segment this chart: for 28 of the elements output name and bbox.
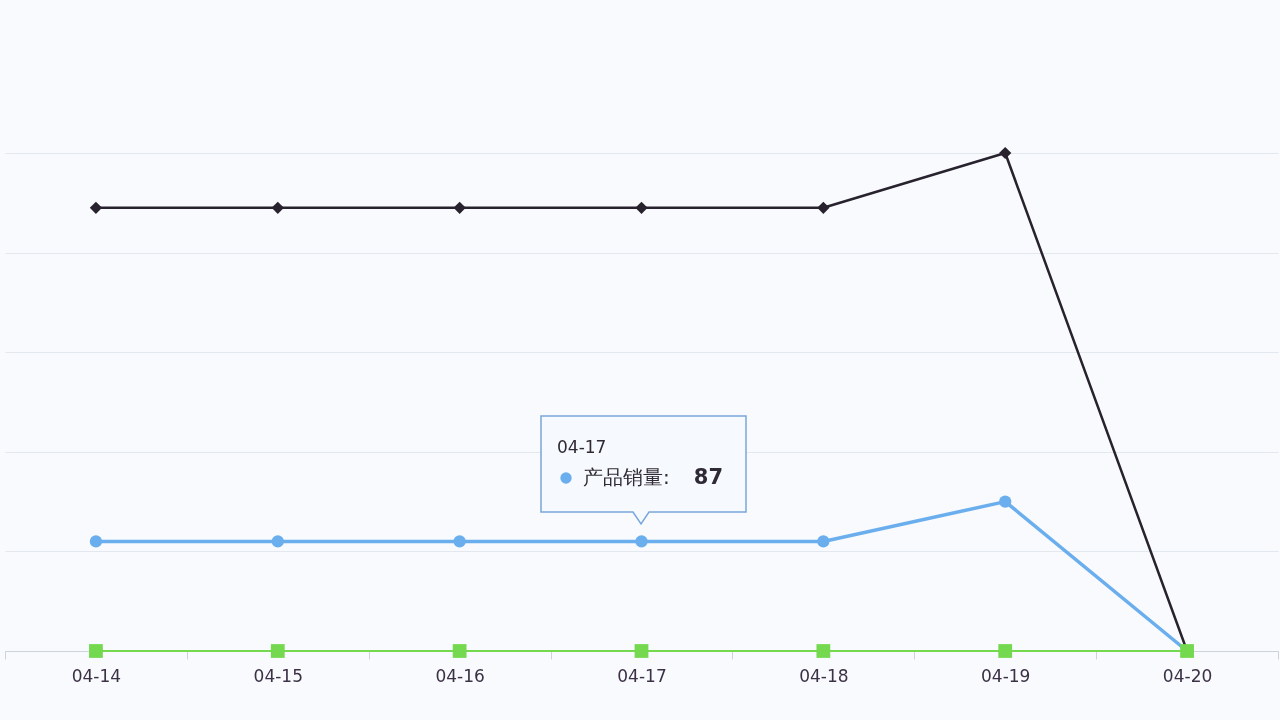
x-tick-label: 04-18	[799, 665, 849, 686]
point	[270, 644, 285, 658]
point	[271, 535, 284, 548]
point	[816, 644, 831, 658]
x-tick-label: 04-15	[253, 665, 303, 686]
point	[89, 644, 103, 658]
legend-label: 产品销量:	[583, 465, 670, 489]
point	[999, 495, 1012, 508]
annotation: 87	[693, 465, 723, 489]
point	[89, 201, 103, 214]
x-tick-label: 04-19	[981, 665, 1031, 686]
point	[817, 535, 830, 548]
annotation: 04-17	[557, 437, 607, 457]
point	[635, 201, 648, 214]
point	[635, 535, 648, 548]
point	[453, 201, 466, 214]
point	[89, 535, 103, 548]
point	[453, 535, 466, 548]
point	[452, 644, 467, 658]
x-tick-label: 04-14	[71, 665, 122, 686]
x-tick-label: 04-17	[617, 665, 667, 686]
x-tick-label: 04-16	[435, 665, 485, 686]
x-tick-label: 04-20	[1162, 665, 1213, 686]
point	[634, 644, 649, 658]
point	[817, 201, 830, 214]
point	[998, 644, 1013, 658]
point	[271, 201, 284, 214]
point	[999, 146, 1012, 160]
